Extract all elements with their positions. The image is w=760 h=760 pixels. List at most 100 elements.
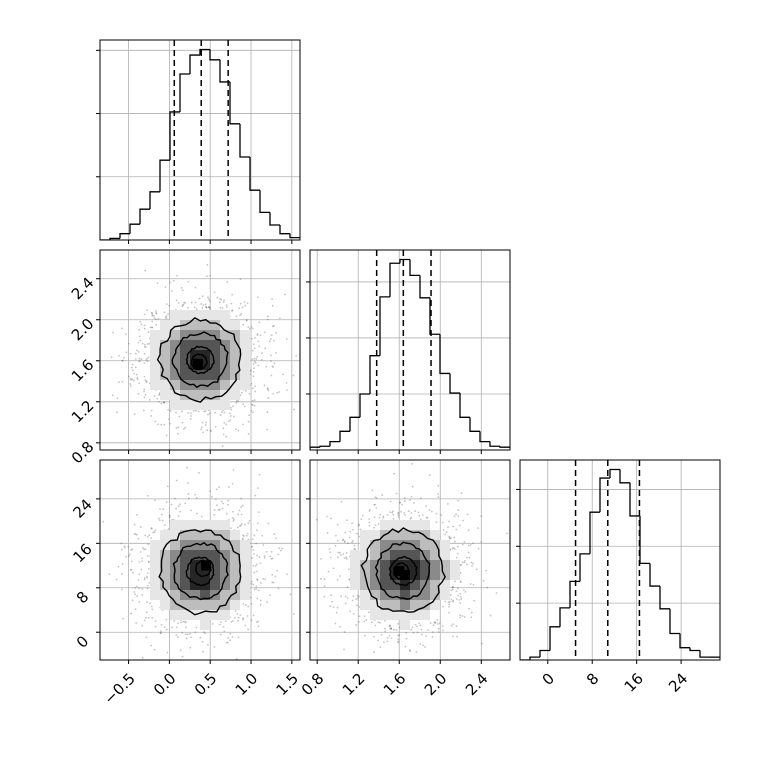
sample-point bbox=[130, 378, 132, 381]
sample-point bbox=[242, 534, 244, 537]
sample-point bbox=[250, 582, 253, 585]
sample-point bbox=[194, 493, 197, 496]
sample-point bbox=[472, 562, 474, 565]
density-bin bbox=[170, 600, 180, 610]
sample-point bbox=[150, 605, 153, 608]
sample-point bbox=[460, 563, 463, 566]
density-bin bbox=[240, 330, 250, 340]
sample-point bbox=[244, 523, 246, 526]
sample-point bbox=[485, 569, 487, 572]
pair-1-ytick-label: 1.6 bbox=[68, 356, 98, 386]
sample-point bbox=[170, 503, 173, 506]
density-bin bbox=[440, 570, 450, 580]
sample-point bbox=[468, 607, 470, 610]
sample-point bbox=[254, 390, 257, 393]
density-bin bbox=[390, 580, 400, 590]
sample-point bbox=[139, 320, 142, 323]
sample-point bbox=[128, 375, 130, 378]
sample-point bbox=[158, 517, 160, 520]
sample-point bbox=[213, 509, 216, 511]
sample-point bbox=[392, 517, 395, 520]
sample-point bbox=[341, 539, 344, 542]
density-bin bbox=[390, 600, 400, 610]
sample-point bbox=[171, 626, 174, 629]
sample-point bbox=[445, 531, 448, 533]
sample-point bbox=[162, 508, 165, 511]
sample-point bbox=[448, 535, 451, 538]
sample-point bbox=[235, 315, 238, 318]
sample-point bbox=[157, 423, 159, 426]
sample-point bbox=[231, 309, 233, 312]
sample-point bbox=[335, 534, 337, 537]
sample-point bbox=[410, 516, 413, 519]
density-bin bbox=[150, 590, 160, 600]
sample-point bbox=[449, 600, 451, 603]
sample-point bbox=[251, 349, 254, 352]
sample-point bbox=[417, 511, 420, 514]
sample-point bbox=[412, 631, 415, 634]
contour-line bbox=[172, 541, 229, 601]
density-bin bbox=[200, 590, 210, 600]
sample-point bbox=[349, 530, 351, 533]
sample-point bbox=[139, 526, 142, 528]
sample-point bbox=[134, 587, 137, 589]
sample-point bbox=[187, 280, 190, 283]
contour-line bbox=[393, 562, 410, 581]
density-bin bbox=[150, 570, 160, 580]
sample-point bbox=[259, 599, 262, 602]
sample-point bbox=[173, 620, 176, 622]
density-bin bbox=[400, 530, 410, 540]
density-bin bbox=[390, 590, 400, 600]
sample-point bbox=[399, 501, 401, 504]
sample-point bbox=[271, 304, 274, 307]
sample-point bbox=[358, 615, 361, 618]
density-bin bbox=[240, 550, 250, 560]
sample-point bbox=[358, 524, 360, 527]
sample-point bbox=[424, 646, 426, 648]
density-bin bbox=[390, 560, 400, 570]
sample-point bbox=[175, 426, 178, 429]
sample-point bbox=[373, 503, 376, 506]
sample-point bbox=[393, 628, 395, 631]
sample-point bbox=[138, 335, 141, 338]
sample-point bbox=[229, 406, 232, 409]
sample-point bbox=[141, 342, 144, 345]
sample-point bbox=[456, 635, 459, 638]
histogram-bin bbox=[699, 650, 710, 658]
sample-point bbox=[206, 429, 209, 432]
sample-point bbox=[213, 513, 216, 516]
sample-point bbox=[209, 306, 211, 309]
sample-point bbox=[227, 641, 229, 644]
sample-point bbox=[161, 519, 164, 522]
sample-point bbox=[207, 298, 210, 300]
sample-point bbox=[448, 603, 451, 606]
sample-point bbox=[222, 502, 225, 505]
sample-point bbox=[377, 621, 380, 624]
sample-point bbox=[374, 503, 377, 506]
sample-point bbox=[325, 515, 328, 518]
density-bin bbox=[430, 580, 440, 590]
sample-point bbox=[202, 304, 205, 307]
sample-point bbox=[347, 542, 349, 545]
sample-point bbox=[407, 510, 410, 512]
histogram-bin bbox=[549, 626, 560, 651]
sample-point bbox=[348, 578, 351, 581]
density-peak bbox=[394, 566, 405, 577]
sample-point bbox=[277, 553, 280, 556]
sample-point bbox=[208, 412, 211, 415]
sample-point bbox=[187, 493, 190, 495]
sample-point bbox=[115, 411, 118, 414]
sample-point bbox=[208, 306, 211, 309]
density-bin bbox=[240, 370, 250, 380]
sample-point bbox=[389, 624, 391, 627]
sample-point bbox=[150, 644, 153, 647]
sample-point bbox=[130, 568, 133, 571]
sample-point bbox=[374, 496, 377, 499]
sample-point bbox=[185, 637, 188, 640]
sample-point bbox=[111, 394, 114, 397]
sample-point bbox=[121, 562, 124, 565]
density-bin bbox=[200, 310, 210, 320]
density-bin bbox=[160, 590, 170, 600]
sample-point bbox=[256, 621, 258, 624]
sample-point bbox=[336, 606, 339, 609]
